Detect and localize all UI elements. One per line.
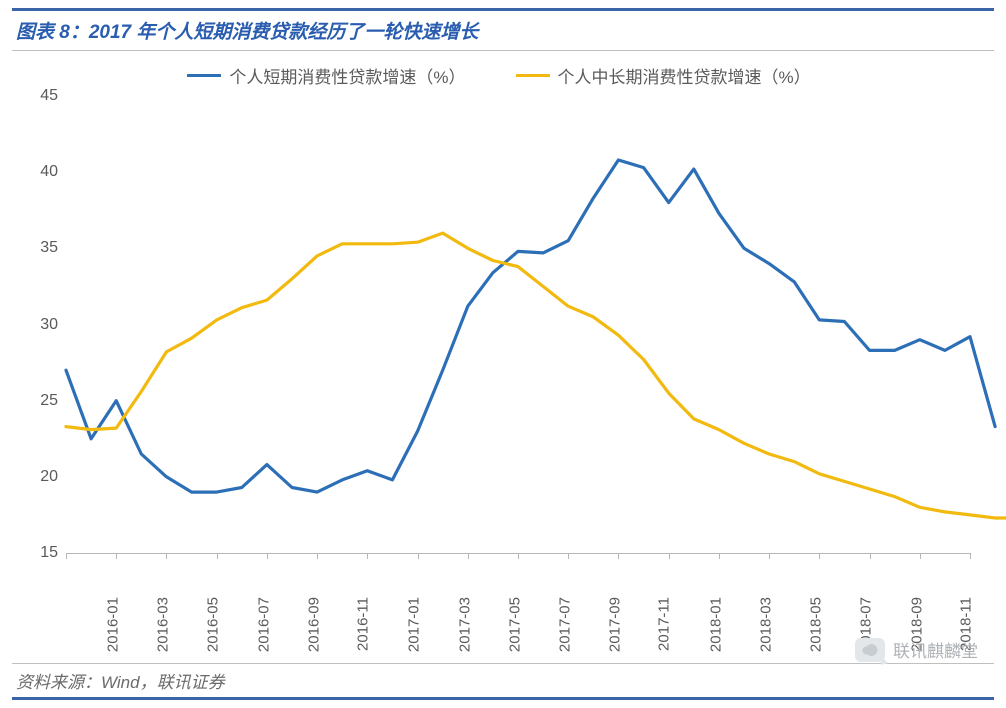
- x-tick-label: 2017-11: [656, 597, 673, 651]
- chart-container: 图表 8：2017 年个人短期消费贷款经历了一轮快速增长 个人短期消费性贷款增速…: [0, 0, 1006, 708]
- watermark-text: 联讯麒麟堂: [893, 637, 978, 662]
- legend-swatch-2: [516, 74, 550, 77]
- x-tick-label: 2016-03: [155, 597, 172, 652]
- x-tick-label: 2017-09: [607, 597, 624, 652]
- y-tick-label: 35: [40, 239, 58, 257]
- series-line-short_term: [66, 160, 995, 492]
- x-tick-label: 2018-01: [707, 597, 724, 652]
- legend-swatch-1: [187, 74, 221, 77]
- x-tick-label: 2018-05: [808, 597, 825, 652]
- plot: [66, 96, 970, 554]
- x-tick-label: 2016-01: [105, 597, 122, 652]
- watermark: 联讯麒麟堂: [855, 637, 978, 662]
- wechat-icon: [855, 638, 885, 662]
- title-row: 图表 8：2017 年个人短期消费贷款经历了一轮快速增长: [12, 8, 994, 51]
- x-tick-label: 2016-09: [305, 597, 322, 652]
- legend-label-2: 个人中长期消费性贷款增速（%）: [558, 63, 811, 88]
- x-tick: [970, 553, 971, 559]
- x-tick-label: 2017-07: [557, 597, 574, 652]
- y-axis-labels: 15202530354045: [24, 96, 62, 616]
- y-tick-label: 15: [40, 544, 58, 562]
- legend-item-midlong-term: 个人中长期消费性贷款增速（%）: [516, 63, 811, 88]
- legend: 个人短期消费性贷款增速（%） 个人中长期消费性贷款增速（%）: [24, 63, 974, 88]
- y-tick-label: 45: [40, 87, 58, 105]
- y-tick-label: 40: [40, 163, 58, 181]
- x-tick-label: 2016-07: [255, 597, 272, 652]
- legend-item-short-term: 个人短期消费性贷款增速（%）: [187, 63, 465, 88]
- chart-area: 个人短期消费性贷款增速（%） 个人中长期消费性贷款增速（%） 15 20 25 30 3…: [12, 51, 994, 663]
- series-line-mid_long_term: [66, 233, 1006, 518]
- plot-wrap: 15202530354045 2016-012016-032016-052016…: [24, 96, 974, 616]
- y-tick-label: 30: [40, 316, 58, 334]
- x-tick-label: 2016-05: [205, 597, 222, 652]
- legend-label-1: 个人短期消费性贷款增速（%）: [229, 63, 465, 88]
- source-row: 资料来源：Wind，联讯证券: [12, 663, 994, 700]
- chart-title: 图表 8：2017 年个人短期消费贷款经历了一轮快速增长: [16, 22, 478, 43]
- x-tick-label: 2017-05: [506, 597, 523, 652]
- y-tick-label: 20: [40, 468, 58, 486]
- x-tick-label: 2017-01: [406, 597, 423, 652]
- y-tick-label: 25: [40, 392, 58, 410]
- x-tick-label: 2017-03: [456, 597, 473, 652]
- source-text: 资料来源：Wind，联讯证券: [16, 673, 225, 692]
- line-svg: [66, 96, 970, 553]
- x-axis-labels: 2016-012016-032016-052016-072016-092016-…: [66, 558, 970, 616]
- x-tick-label: 2018-03: [757, 597, 774, 652]
- x-tick-label: 2016-11: [355, 597, 372, 651]
